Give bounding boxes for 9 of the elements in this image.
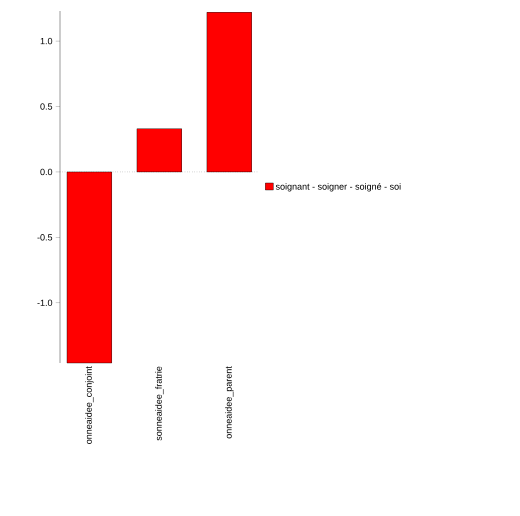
legend-label: soignant - soigner - soigné - soi bbox=[276, 182, 400, 192]
x-tick-label: onneaidee_conjoint bbox=[85, 366, 94, 444]
x-tick-label: onneaidee_parent bbox=[225, 366, 234, 438]
y-tick-label: 0.5 bbox=[40, 103, 52, 110]
y-tick-label: 1.0 bbox=[40, 38, 52, 44]
y-tick-label: -1.0 bbox=[37, 300, 52, 306]
x-tick-label: sonneaidee_fratrie bbox=[155, 366, 164, 440]
y-tick-label: 0.0 bbox=[40, 168, 52, 176]
y-tick-label: -0.5 bbox=[37, 234, 52, 241]
